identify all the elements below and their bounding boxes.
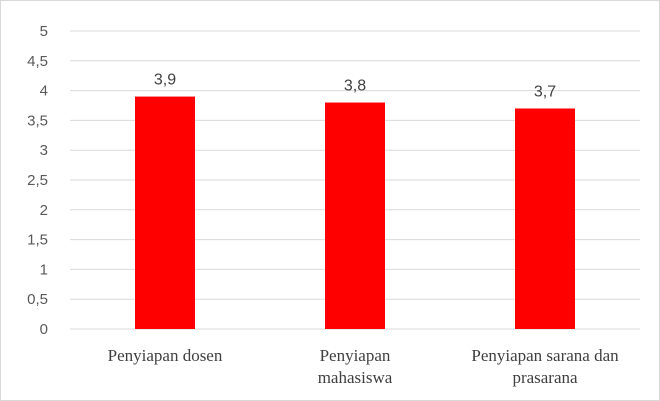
x-category-label: Penyiapan sarana dan prasarana — [445, 345, 645, 389]
y-tick-label: 3 — [40, 142, 48, 159]
y-tick-label: 2,5 — [27, 172, 48, 189]
x-category-label-line: Penyiapan dosen — [107, 346, 223, 365]
y-tick-label: 1 — [40, 261, 48, 278]
y-tick-label: 5 — [40, 23, 48, 40]
x-category-label-line: prasarana — [512, 368, 578, 387]
y-tick-label: 3,5 — [27, 112, 48, 129]
x-category-label: Penyiapan mahasiswa — [255, 345, 455, 389]
data-label: 3,7 — [534, 83, 556, 100]
x-category-label-line: Penyiapan sarana dan — [471, 346, 619, 365]
y-tick-label: 2 — [40, 202, 48, 219]
y-tick-label: 0 — [40, 321, 48, 338]
x-category-label-line: mahasiswa — [317, 368, 393, 387]
data-label: 3,9 — [154, 72, 176, 89]
y-tick-label: 1,5 — [27, 232, 48, 249]
y-tick-label: 4,5 — [27, 53, 48, 70]
x-category-label-line: Penyiapan — [319, 346, 391, 365]
data-label: 3,8 — [344, 78, 366, 95]
bar — [515, 108, 575, 329]
bar — [325, 102, 385, 330]
y-tick-label: 0,5 — [27, 291, 48, 308]
y-tick-label: 4 — [40, 83, 48, 100]
bar — [135, 96, 195, 329]
x-category-label: Penyiapan dosen — [65, 345, 265, 367]
